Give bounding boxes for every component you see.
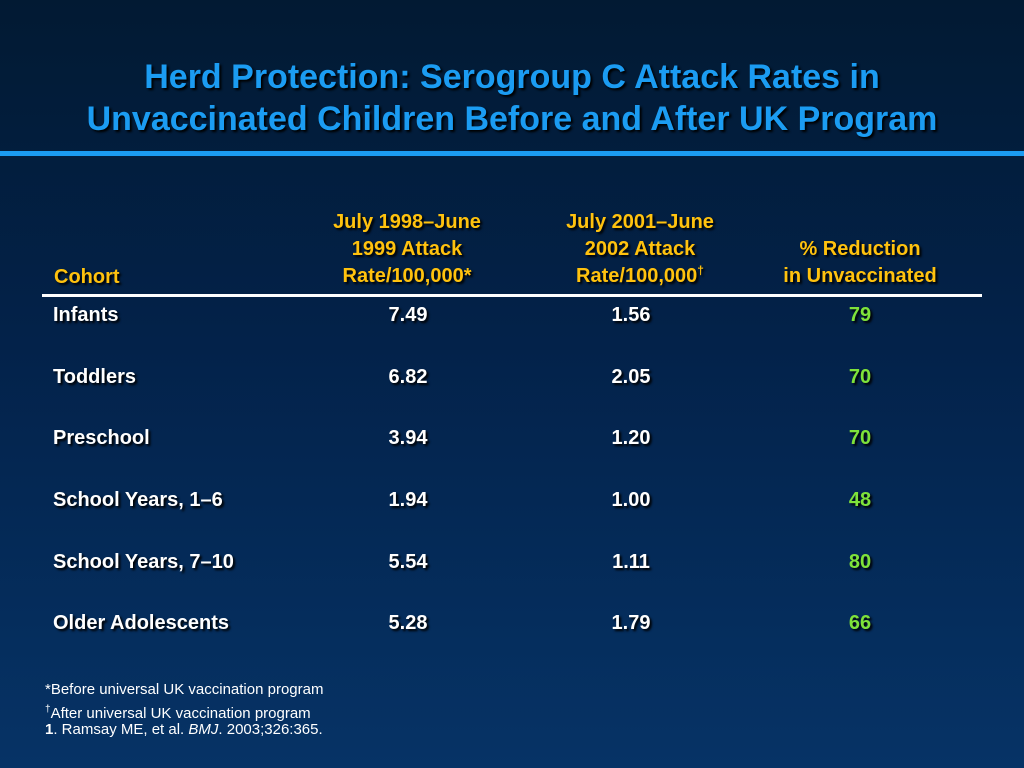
title-divider (0, 151, 1024, 156)
reference-authors: . Ramsay ME, et al. (53, 721, 189, 738)
reference-number: 1 (45, 721, 54, 738)
cell-reduction: 66 (848, 612, 872, 634)
header-rate-after-line: Rate/100,000† (530, 263, 750, 290)
cell-rate-before: 3.94 (388, 427, 428, 449)
table-row: Toddlers 6.82 2.05 70 (0, 362, 1024, 392)
footnote-after: †After universal UK vaccination program (45, 700, 311, 724)
header-rate-before-line: Rate/100,000* (342, 265, 472, 287)
table-row: School Years, 1–6 1.94 1.00 48 (0, 485, 1024, 515)
header-reduction-line: % Reduction (799, 238, 921, 260)
cell-rate-after: 2.05 (611, 366, 651, 388)
header-rate-after-label: Rate/100,000 (576, 265, 698, 287)
header-reduction: % Reduction in Unvaccinated (750, 236, 970, 290)
cell-cohort: School Years, 7–10 (53, 551, 234, 573)
cell-rate-after: 1.11 (612, 551, 650, 573)
table-row: Infants 7.49 1.56 79 (0, 300, 1024, 330)
header-cohort: Cohort (54, 266, 120, 288)
title-line-1: Herd Protection: Serogroup C Attack Rate… (144, 58, 880, 96)
table-row: Preschool 3.94 1.20 70 (0, 423, 1024, 453)
cell-rate-before: 5.54 (388, 551, 428, 573)
cell-rate-before: 7.49 (388, 304, 428, 326)
reference-journal: BMJ (188, 721, 219, 738)
reference-citation: 1. Ramsay ME, et al. BMJ. 2003;326:365. (45, 720, 323, 740)
reference-details: . 2003;326:365. (218, 721, 323, 738)
cell-cohort: Older Adolescents (53, 612, 229, 634)
cell-reduction: 70 (848, 427, 872, 449)
cell-cohort: Toddlers (53, 366, 136, 388)
dagger-mark: † (697, 263, 704, 278)
title-line-2: Unvaccinated Children Before and After U… (86, 100, 938, 138)
cell-rate-before: 1.94 (388, 489, 428, 511)
footnote-before: *Before universal UK vaccination program (45, 681, 324, 698)
cell-rate-before: 5.28 (388, 612, 428, 634)
cell-reduction: 70 (848, 366, 872, 388)
slide-title: Herd Protection: Serogroup C Attack Rate… (0, 56, 1024, 140)
cell-reduction: 80 (848, 551, 872, 573)
table-row: Older Adolescents 5.28 1.79 66 (0, 608, 1024, 638)
cell-rate-after: 1.79 (611, 612, 651, 634)
cell-rate-before: 6.82 (388, 366, 428, 388)
cell-cohort: Infants (53, 304, 119, 326)
cell-cohort: Preschool (53, 427, 150, 449)
footnote-after-text: After universal UK vaccination program (50, 705, 311, 722)
footnote-dagger: † (45, 704, 51, 715)
cell-reduction: 48 (848, 489, 872, 511)
header-divider (42, 294, 982, 297)
cell-rate-after: 1.20 (611, 427, 651, 449)
cell-cohort: School Years, 1–6 (53, 489, 223, 511)
cell-rate-after: 1.00 (611, 489, 651, 511)
header-rate-before-line: July 1998–June (333, 211, 481, 233)
cell-reduction: 79 (848, 304, 872, 326)
header-rate-after-line: July 2001–June (566, 211, 714, 233)
header-rate-after-line: 2002 Attack (584, 238, 696, 260)
header-reduction-line: in Unvaccinated (783, 265, 937, 287)
header-rate-after: July 2001–June 2002 Attack Rate/100,000† (530, 209, 750, 290)
header-rate-before: July 1998–June 1999 Attack Rate/100,000* (297, 209, 517, 290)
header-rate-before-line: 1999 Attack (351, 238, 463, 260)
cell-rate-after: 1.56 (611, 304, 651, 326)
table-row: School Years, 7–10 5.54 1.11 80 (0, 547, 1024, 577)
